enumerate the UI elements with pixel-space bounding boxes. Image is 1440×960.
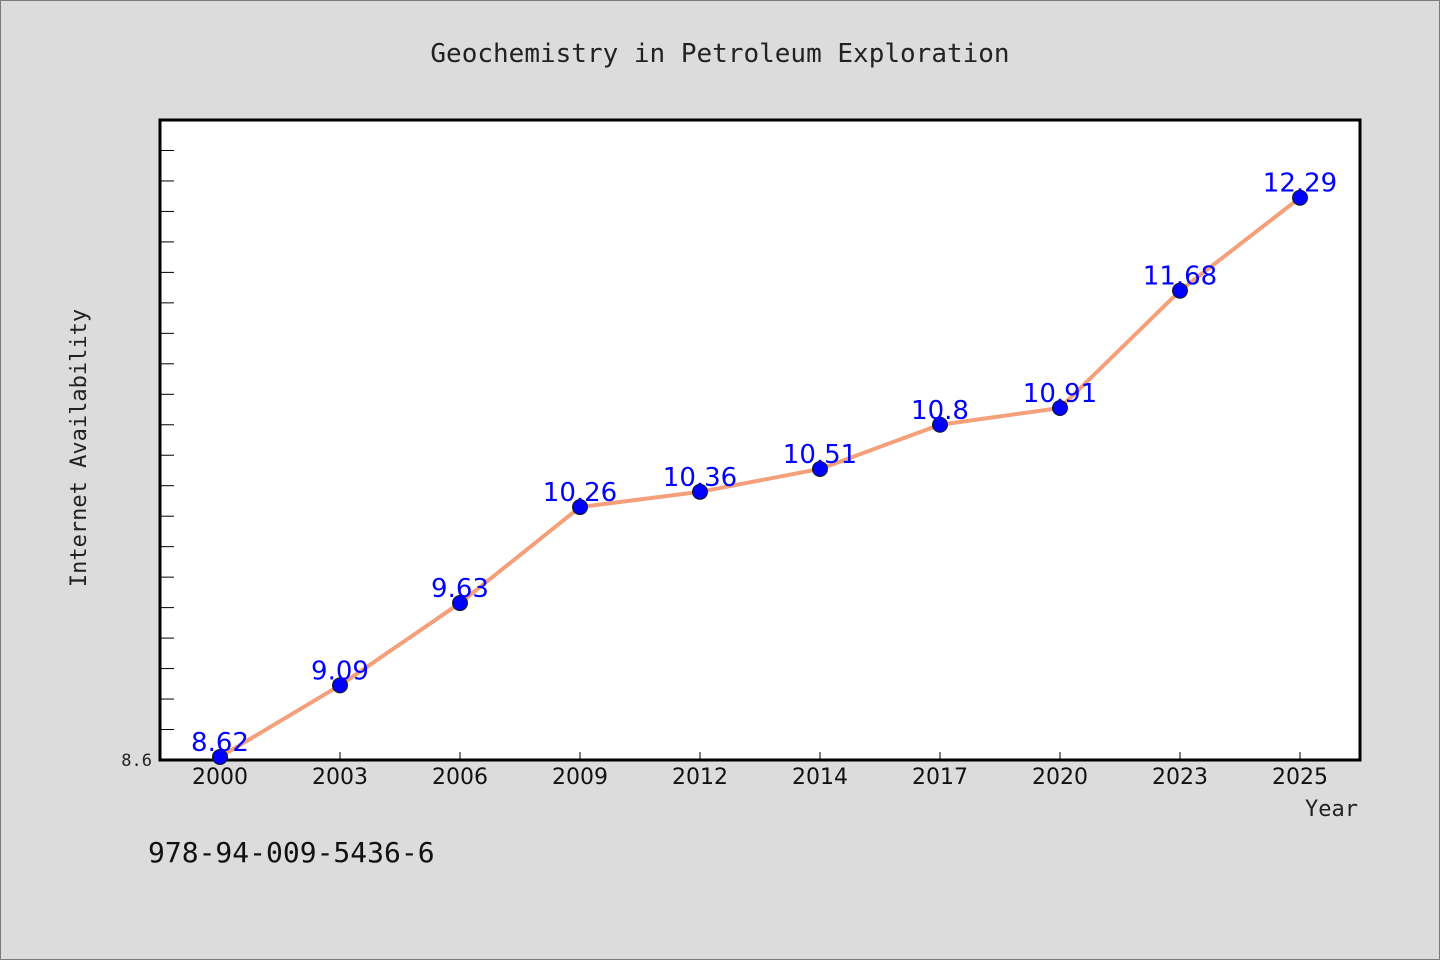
data-label: 9.09	[311, 656, 369, 686]
data-point	[692, 483, 708, 500]
x-tick-label: 2023	[1152, 765, 1208, 790]
x-tick-label: 2000	[192, 765, 248, 790]
x-tick-label: 2020	[1032, 765, 1088, 790]
x-tick-label: 2003	[312, 765, 368, 790]
data-point	[332, 677, 348, 694]
data-point	[1052, 400, 1068, 416]
plot-area	[158, 118, 1362, 762]
x-axis-label: Year	[1305, 797, 1358, 822]
data-series: 8.62 9.09 9.63 10.26 10.36 10.51 10.8 10.91 11.6…	[191, 169, 1337, 765]
y-axis-ticks: 8.6	[121, 119, 174, 771]
data-point	[452, 595, 468, 612]
x-axis-ticks: 2000 2003 2006 2009 2012 2014 2017 2020 2023 2025	[192, 752, 1328, 790]
x-tick-label: 2012	[672, 765, 728, 790]
data-point	[1292, 189, 1308, 206]
data-label: 10.36	[663, 463, 737, 493]
data-label: 10.91	[1023, 379, 1097, 409]
y-axis-label: Internet Availability	[67, 309, 92, 587]
data-point	[572, 499, 588, 516]
series-line	[218, 196, 1302, 759]
x-tick-label: 2009	[552, 765, 608, 790]
x-tick-label: 2025	[1272, 765, 1328, 790]
isbn-text: 978-94-009-5436-6	[148, 836, 435, 869]
data-point	[932, 416, 948, 433]
x-tick-label: 2017	[912, 765, 968, 790]
chart-title: Geochemistry in Petroleum Exploration	[430, 39, 1009, 69]
data-label: 11.68	[1143, 262, 1217, 292]
data-label: 10.26	[543, 478, 617, 508]
data-label: 10.8	[911, 396, 969, 426]
x-tick-label: 2014	[792, 765, 848, 790]
data-label: 8.62	[191, 728, 249, 758]
data-point	[212, 748, 228, 765]
data-label: 12.29	[1263, 169, 1337, 199]
data-point	[812, 460, 828, 477]
data-label: 9.63	[431, 574, 489, 604]
data-point	[1172, 282, 1188, 299]
data-label: 10.51	[783, 440, 857, 470]
y-tick-label: 8.6	[121, 751, 152, 771]
x-tick-label: 2006	[432, 765, 488, 790]
